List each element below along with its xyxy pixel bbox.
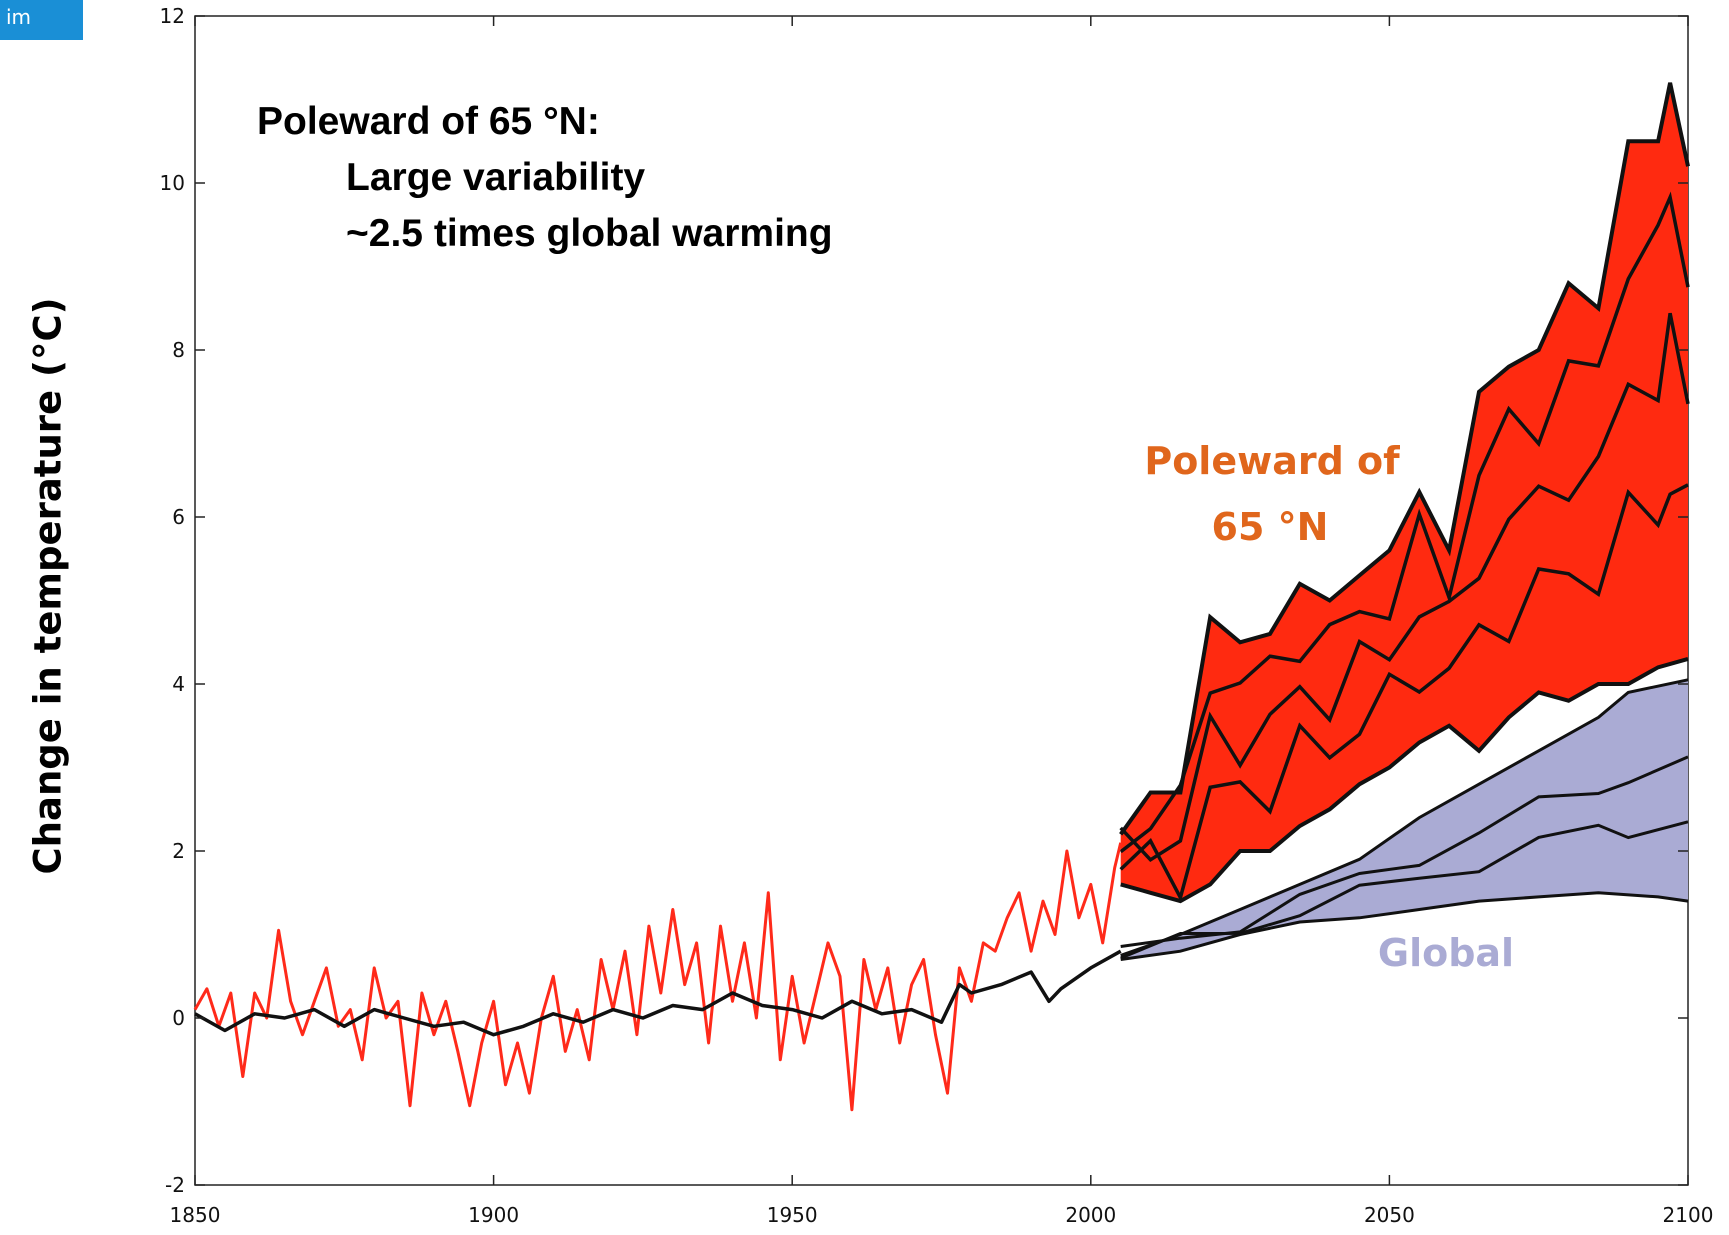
arctic-projection-upper-line	[1119, 82, 1690, 836]
y-tick-label-10: 10	[160, 171, 185, 195]
y-tick-label-6: 6	[172, 505, 185, 529]
annotation-line-warming: ~2.5 times global warming	[346, 212, 833, 255]
arctic-observed-line	[193, 842, 1123, 1112]
global-model-line-2	[1120, 755, 1689, 948]
y-tick-label-12: 12	[160, 4, 185, 28]
corner-logo-badge: im	[0, 0, 83, 40]
x-tick-label-2000: 2000	[1065, 1203, 1116, 1227]
arctic-model-line-1	[1119, 483, 1689, 903]
y-tick-label-2: 2	[172, 839, 185, 863]
global-projection-upper-line	[1120, 678, 1689, 957]
global-series-label: Global	[1378, 931, 1514, 975]
x-tick-label-1850: 1850	[170, 1203, 221, 1227]
x-tick-label-2050: 2050	[1364, 1203, 1415, 1227]
y-tick-label--2: -2	[165, 1173, 185, 1197]
y-tick-label-4: 4	[172, 672, 185, 696]
y-tick-label-0: 0	[172, 1006, 185, 1030]
x-tick-label-1900: 1900	[468, 1203, 519, 1227]
y-tick-label-8: 8	[172, 338, 185, 362]
global-projection-band	[1120, 679, 1688, 960]
arctic-model-line-3	[1119, 191, 1690, 854]
arctic-series-label-line1: Poleward of	[1144, 439, 1400, 483]
global-projection-lower-line	[1120, 891, 1689, 961]
arctic-projection-band	[1120, 82, 1688, 902]
arctic-series-label-line2: 65 °N	[1212, 505, 1329, 549]
global-observed-line	[194, 949, 1122, 1037]
annotation-line-variability: Large variability	[346, 156, 645, 199]
annotation-heading: Poleward of 65 °N:	[257, 100, 600, 143]
arctic-model-line-2	[1119, 312, 1690, 863]
arctic-projection-lower-line	[1120, 656, 1689, 904]
x-tick-label-2100: 2100	[1663, 1203, 1714, 1227]
x-tick-label-1950: 1950	[767, 1203, 818, 1227]
